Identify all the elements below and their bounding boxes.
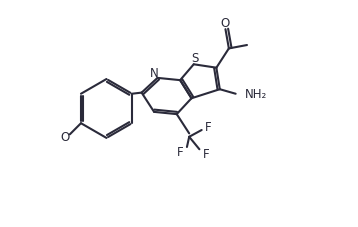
- Text: N: N: [150, 67, 159, 79]
- Text: O: O: [221, 17, 230, 30]
- Text: F: F: [205, 121, 212, 133]
- Text: O: O: [61, 131, 70, 144]
- Text: S: S: [191, 52, 199, 65]
- Text: NH₂: NH₂: [245, 88, 267, 101]
- Text: F: F: [203, 148, 209, 160]
- Text: F: F: [177, 145, 183, 158]
